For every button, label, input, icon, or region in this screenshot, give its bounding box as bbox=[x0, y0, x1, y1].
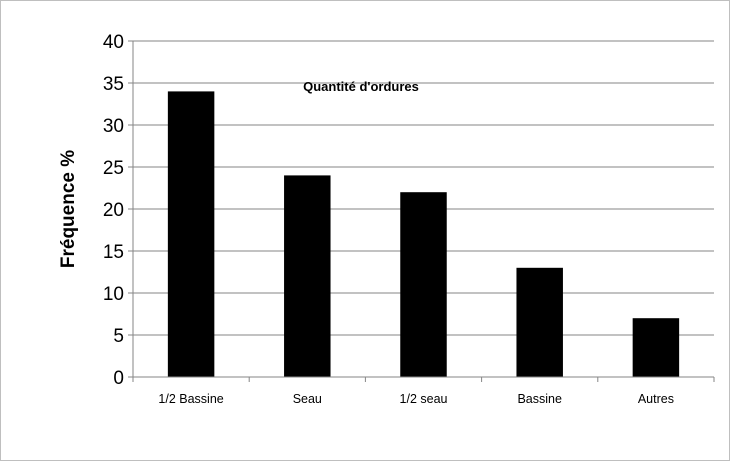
y-tick-labels: 0 5 10 15 20 25 30 35 40 bbox=[103, 32, 124, 389]
bar bbox=[167, 91, 215, 378]
y-tick-label: 10 bbox=[103, 284, 124, 305]
y-tick-label: 15 bbox=[103, 242, 124, 263]
axes bbox=[128, 40, 715, 382]
y-tick-label: 5 bbox=[113, 326, 124, 347]
x-tick-label: Bassine bbox=[517, 392, 562, 406]
chart-title: Quantité d'ordures bbox=[303, 79, 419, 94]
bar bbox=[400, 192, 447, 377]
bar bbox=[516, 267, 563, 377]
x-tick-label: 1/2 seau bbox=[400, 392, 448, 406]
bars bbox=[167, 91, 680, 378]
y-tick-label: 40 bbox=[103, 32, 124, 53]
y-tick-label: 25 bbox=[103, 158, 124, 179]
bar bbox=[284, 175, 331, 377]
x-tick-label: Seau bbox=[293, 392, 322, 406]
y-tick-label: 30 bbox=[103, 116, 124, 137]
x-tick-label: Autres bbox=[638, 392, 674, 406]
y-tick-label: 20 bbox=[103, 200, 124, 221]
y-axis-label: Fréquence % bbox=[58, 150, 79, 268]
bar bbox=[632, 318, 680, 377]
x-tick-label: 1/2 Bassine bbox=[158, 392, 223, 406]
y-tick-label: 0 bbox=[113, 368, 124, 389]
x-tick-labels: 1/2 Bassine Seau 1/2 seau Bassine Autres bbox=[158, 392, 674, 406]
y-tick-label: 35 bbox=[103, 74, 124, 95]
